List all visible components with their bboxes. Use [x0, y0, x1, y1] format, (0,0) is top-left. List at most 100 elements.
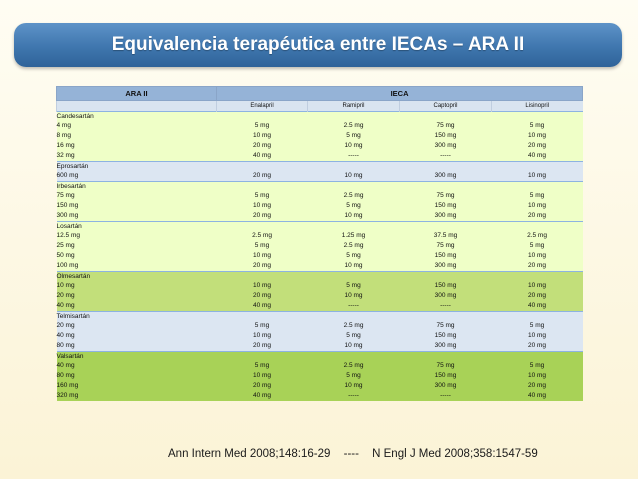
ieca-dose: 10 mg [252, 372, 272, 379]
ieca-dose: 10 mg [252, 202, 272, 209]
ieca-dose: 40 mg [527, 392, 547, 399]
ieca-dose: 10 mg [527, 172, 547, 179]
ieca-dose: ----- [440, 302, 451, 309]
ieca-dose: 20 mg [252, 172, 272, 179]
reference-left: Ann Intern Med 2008;148:16-29 [168, 448, 331, 460]
reference-separator: ---- [343, 448, 359, 460]
ieca-dose: 75 mg [436, 322, 455, 329]
ara-dose: 8 mg [56, 132, 71, 139]
table-row: 80 mg 10 mg 5 mg 150 mg 10 mg [56, 371, 583, 381]
table-row: 20 mg 20 mg 10 mg 300 mg 20 mg [56, 291, 583, 301]
ieca-dose: ----- [348, 302, 359, 309]
ieca-dose: 5 mg [529, 362, 545, 369]
ieca-dose: 1.25 mg [341, 232, 366, 239]
reference-right: N Engl J Med 2008;358:1547-59 [372, 448, 538, 460]
ieca-dose: 20 mg [527, 292, 547, 299]
ieca-dose: 75 mg [436, 192, 455, 199]
ara-dose: 80 mg [56, 342, 75, 349]
ara-dose: 600 mg [56, 172, 79, 179]
ieca-dose: 20 mg [252, 142, 272, 149]
ieca-dose: 10 mg [527, 252, 547, 259]
ieca-dose: 300 mg [434, 382, 457, 389]
table-row: 160 mg 20 mg 10 mg 300 mg 20 mg [56, 381, 583, 391]
ieca-dose: 2.5 mg [527, 232, 547, 239]
ieca-dose: ----- [440, 152, 451, 159]
ieca-dose: 2.5 mg [343, 322, 364, 329]
ara-dose: 4 mg [56, 122, 71, 129]
table-row: 40 mg 5 mg 2.5 mg 75 mg 5 mg [56, 361, 583, 371]
drug-name: Olmesartán [56, 271, 583, 281]
table-row: 16 mg 20 mg 10 mg 300 mg 20 mg [56, 141, 583, 151]
ieca-dose: 5 mg [529, 242, 545, 249]
ieca-dose: 150 mg [434, 332, 457, 339]
ieca-dose: 20 mg [527, 142, 547, 149]
table-row: 10 mg 10 mg 5 mg 150 mg 10 mg [56, 281, 583, 291]
table-row: 20 mg 5 mg 2.5 mg 75 mg 5 mg [56, 321, 583, 331]
ara-dose: 12.5 mg [56, 232, 81, 239]
ara-dose: 80 mg [56, 372, 75, 379]
ieca-dose: 5 mg [529, 322, 545, 329]
drug-name: Valsartán [56, 351, 583, 361]
table-row: 25 mg 5 mg 2.5 mg 75 mg 5 mg [56, 241, 583, 251]
ieca-dose: 2.5 mg [343, 242, 364, 249]
ieca-dose: 5 mg [346, 332, 361, 339]
ieca-dose: 20 mg [527, 382, 547, 389]
ara-dose: 20 mg [56, 322, 75, 329]
ieca-dose: 40 mg [527, 302, 547, 309]
ieca-dose: 10 mg [252, 332, 272, 339]
ieca-dose: 5 mg [254, 322, 270, 329]
ieca-dose: 10 mg [527, 372, 547, 379]
ieca-dose: 10 mg [527, 132, 547, 139]
ieca-dose: 10 mg [344, 262, 363, 269]
ieca-dose: 40 mg [527, 152, 547, 159]
col-ramipril: Ramipril [307, 100, 400, 112]
ara-dose: 32 mg [56, 152, 75, 159]
ieca-dose: 10 mg [344, 172, 363, 179]
ieca-dose: 37.5 mg [433, 232, 458, 239]
ieca-dose: ----- [348, 152, 359, 159]
header-ieca: IECA [215, 86, 584, 101]
ara-dose: 10 mg [56, 282, 75, 289]
ieca-dose: 40 mg [252, 302, 272, 309]
table-row: 50 mg 10 mg 5 mg 150 mg 10 mg [56, 251, 583, 261]
ara-dose: 16 mg [56, 142, 75, 149]
ara-dose: 50 mg [56, 252, 75, 259]
ieca-dose: 40 mg [252, 392, 272, 399]
ieca-dose: 2.5 mg [252, 232, 272, 239]
ieca-dose: 5 mg [529, 122, 545, 129]
drug-name: Telmisartán [56, 311, 583, 321]
ieca-dose: ----- [440, 392, 451, 399]
ieca-dose: 10 mg [252, 252, 272, 259]
table-row: 150 mg 10 mg 5 mg 150 mg 10 mg [56, 201, 583, 211]
ieca-dose: 75 mg [436, 362, 455, 369]
ieca-dose: 300 mg [434, 142, 457, 149]
ieca-dose: 10 mg [527, 282, 547, 289]
ieca-dose: 75 mg [436, 242, 455, 249]
ara-dose: 160 mg [56, 382, 79, 389]
ieca-dose: 10 mg [344, 212, 363, 219]
ieca-dose: ----- [348, 392, 359, 399]
ara-dose: 300 mg [56, 212, 79, 219]
col-captopril: Captopril [399, 100, 492, 112]
table-row: 600 mg 20 mg 10 mg 300 mg 10 mg [56, 171, 583, 182]
ieca-dose: 20 mg [527, 342, 547, 349]
ieca-dose: 150 mg [434, 202, 457, 209]
ieca-dose: 150 mg [434, 372, 457, 379]
ieca-dose: 75 mg [436, 122, 455, 129]
ieca-dose: 5 mg [346, 132, 361, 139]
header-ara-ii: ARA II [56, 86, 217, 101]
ieca-dose: 20 mg [252, 212, 272, 219]
ara-dose: 100 mg [56, 262, 79, 269]
page-title: Equivalencia terapéutica entre IECAs – A… [111, 34, 525, 55]
ara-dose: 150 mg [56, 202, 79, 209]
ieca-dose: 300 mg [434, 212, 457, 219]
ieca-dose: 10 mg [344, 292, 363, 299]
ieca-dose: 20 mg [527, 212, 547, 219]
table-row: 75 mg 5 mg 2.5 mg 75 mg 5 mg [56, 191, 583, 201]
ieca-dose: 10 mg [344, 342, 363, 349]
reference-line: Ann Intern Med 2008;148:16-29 ---- N Eng… [168, 448, 588, 460]
table-row: 40 mg 40 mg ----- ----- 40 mg [56, 301, 583, 312]
col-lisinopril: Lisinopril [490, 100, 583, 112]
ara-dose: 320 mg [56, 392, 79, 399]
ara-dose: 20 mg [56, 292, 75, 299]
